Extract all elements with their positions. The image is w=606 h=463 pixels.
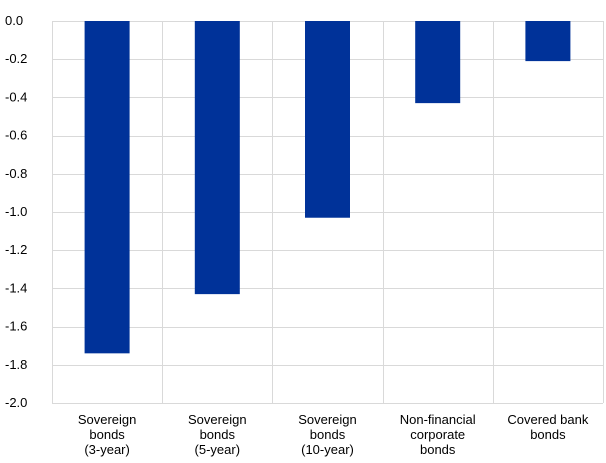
x-category-label: Sovereign bonds (3-year) [78,412,137,457]
y-axis-tick-labels: 0.0 -0.2 -0.4 -0.6 -0.8 -1.0 -1.2 -1.4 -1.6 -1.8 -… [5,13,27,410]
y-tick-label: -0.2 [5,51,27,66]
bar [525,21,571,62]
bar [415,21,461,104]
bars [84,21,571,354]
y-tick-label: -1.4 [5,280,27,295]
x-category-label: Covered bank bonds [507,412,588,442]
x-category-label: Sovereign bonds (10-year) [298,412,357,457]
bar [305,21,350,218]
y-tick-label: -1.2 [5,242,27,257]
y-tick-label: -0.8 [5,166,27,181]
bar [84,21,130,354]
x-category-label: Non-financial corporate bonds [400,412,476,457]
y-tick-label: -1.0 [5,204,27,219]
y-tick-label: -0.4 [5,89,27,104]
x-axis-category-labels: Sovereign bonds (3-year) Sovereign bonds (5-y… [78,412,589,457]
y-tick-label: -2.0 [5,395,27,410]
y-tick-label: -1.6 [5,319,27,334]
x-category-label: Sovereign bonds (5-year) [188,412,247,457]
y-tick-label: -0.6 [5,128,27,143]
bar [194,21,240,295]
y-tick-label: 0.0 [5,13,23,28]
y-tick-label: -1.8 [5,357,27,372]
